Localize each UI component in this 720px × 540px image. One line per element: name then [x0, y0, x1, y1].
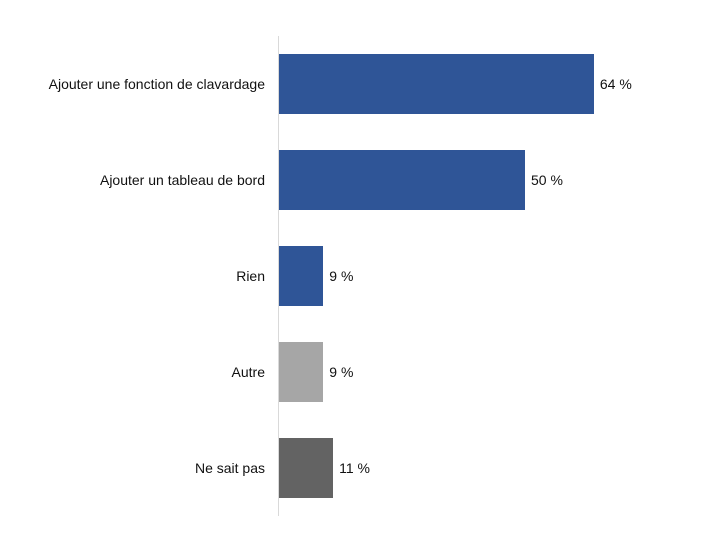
bar-row: Autre 9 % — [0, 342, 720, 402]
bar-row: Ajouter une fonction de clavardage 64 % — [0, 54, 720, 114]
bar — [279, 150, 525, 210]
value-label: 11 % — [339, 460, 370, 476]
bar — [279, 342, 324, 402]
value-label: 9 % — [329, 364, 354, 380]
value-label: 50 % — [531, 172, 563, 188]
category-label: Ne sait pas — [194, 460, 265, 476]
value-label: 64 % — [599, 76, 632, 92]
bar — [279, 438, 334, 498]
category-label: Ajouter un tableau de bord — [99, 172, 265, 188]
category-label: Ajouter une fonction de clavardage — [48, 76, 265, 92]
bar — [279, 54, 594, 114]
bar-row: Rien 9 % — [0, 246, 720, 306]
value-label: 9 % — [329, 268, 354, 284]
bar-row: Ajouter un tableau de bord 50 % — [0, 150, 720, 210]
bar-row: Ne sait pas 11 % — [0, 438, 720, 498]
category-label: Autre — [231, 364, 265, 380]
bar — [279, 246, 324, 306]
category-label: Rien — [236, 268, 265, 284]
category-axis-line — [278, 36, 279, 516]
